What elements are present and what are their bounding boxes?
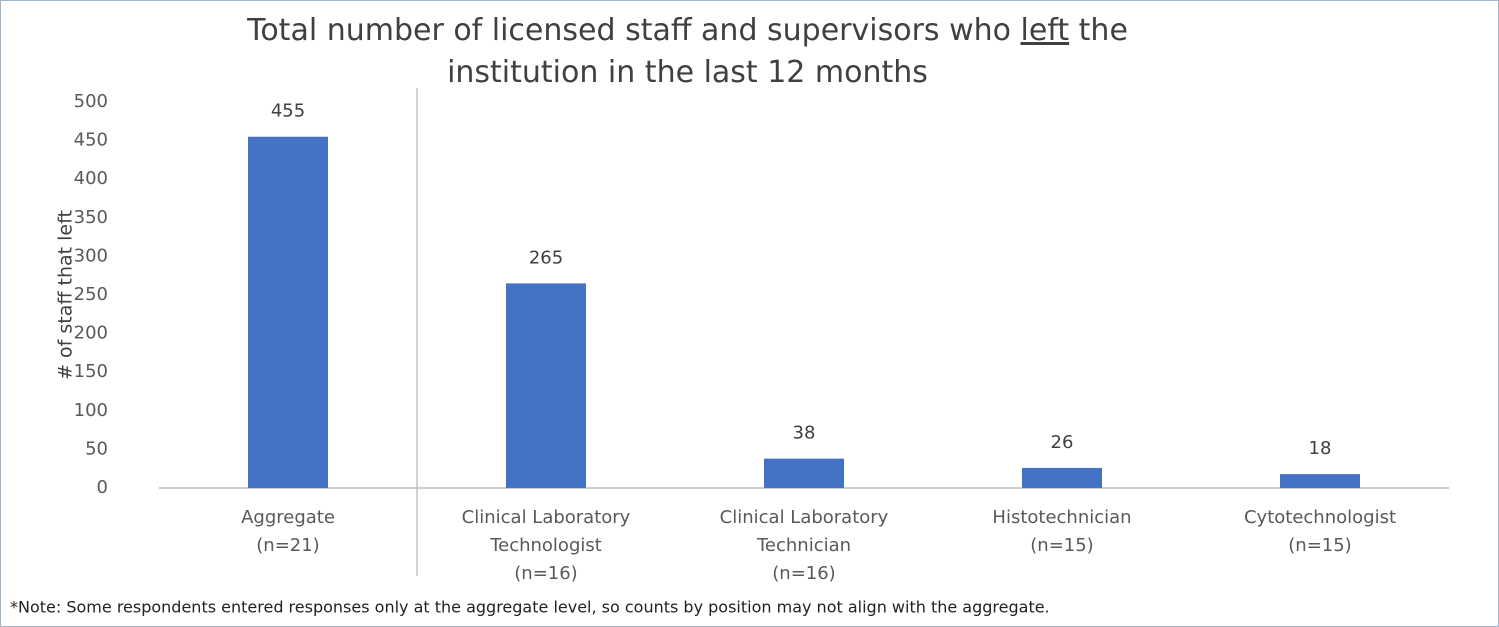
bar (248, 136, 328, 489)
x-tick-label: Cytotechnologist (1244, 507, 1396, 528)
x-tick-label: (n=16) (772, 563, 835, 584)
x-tick-label: Technician (756, 535, 851, 556)
y-tick-label: 100 (74, 400, 108, 421)
y-tick-label: 200 (74, 323, 108, 344)
bar (506, 283, 586, 488)
title-part: Total number of licensed staff and super… (247, 13, 1021, 48)
x-tick-label: (n=15) (1288, 535, 1351, 556)
y-tick-label: 350 (74, 207, 108, 228)
x-tick-label: Technologist (489, 535, 602, 556)
data-label: 38 (793, 423, 816, 444)
data-label: 18 (1309, 438, 1332, 459)
data-label: 265 (529, 247, 563, 268)
y-tick-label: 450 (74, 130, 108, 151)
title-emphasis: left (1020, 13, 1070, 48)
title-part: institution in the last 12 months (447, 55, 928, 90)
data-label: 26 (1051, 432, 1074, 453)
title-part: the (1069, 13, 1128, 48)
y-tick-label: 400 (74, 168, 108, 189)
y-axis-label: # of staff that left (55, 210, 77, 380)
data-label: 455 (271, 101, 305, 122)
note: *Note: Some respondents entered response… (10, 598, 1050, 617)
x-tick-label: Histotechnician (992, 507, 1131, 528)
y-tick-label: 50 (85, 438, 108, 459)
y-tick-label: 500 (74, 91, 108, 112)
x-tick-label: Clinical Laboratory (720, 507, 889, 528)
y-tick-label: 300 (74, 245, 108, 266)
y-tick-label: 0 (97, 477, 108, 498)
y-tick-label: 250 (74, 284, 108, 305)
x-tick-label: Aggregate (241, 507, 335, 528)
chart-title: Total number of licensed staff and super… (0, 10, 1375, 94)
x-tick-label: (n=15) (1030, 535, 1093, 556)
bar (764, 458, 844, 488)
bar (1280, 474, 1360, 488)
x-tick-label: (n=21) (256, 535, 319, 556)
y-tick-label: 150 (74, 361, 108, 382)
x-tick-label: (n=16) (514, 563, 577, 584)
bar (1022, 467, 1102, 488)
x-tick-label: Clinical Laboratory (462, 507, 631, 528)
